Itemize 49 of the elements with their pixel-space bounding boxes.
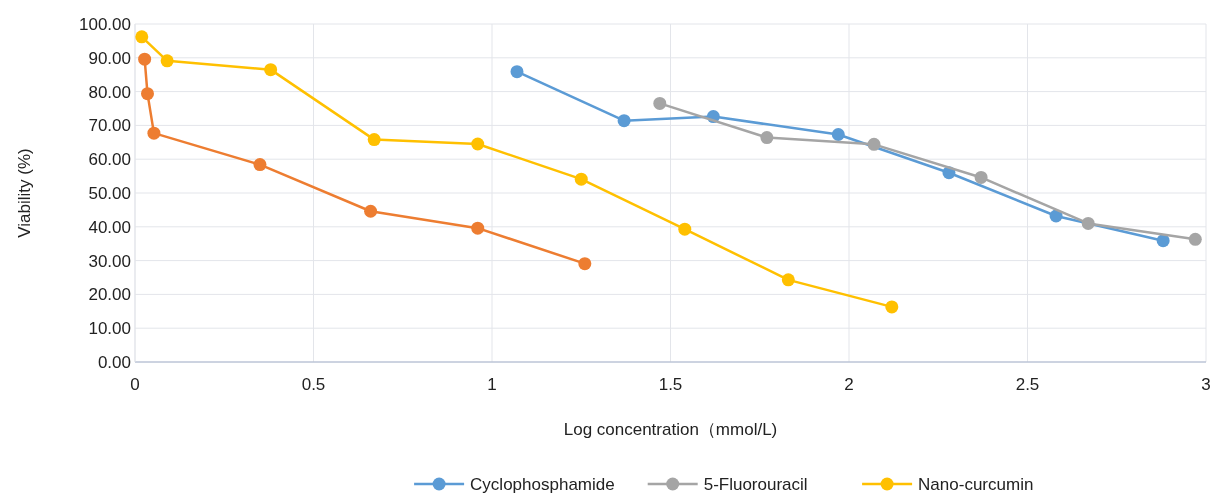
point: [160, 54, 174, 68]
point: [1081, 216, 1095, 230]
x-tick-label: 1.5: [658, 375, 683, 394]
point: [135, 30, 149, 44]
y-tick-label: 30.00: [88, 251, 131, 271]
point: [781, 273, 795, 287]
point: [831, 128, 845, 142]
point: [885, 300, 899, 314]
x-tick-label: 0.5: [301, 375, 326, 394]
x-tick-label: 2.5: [1015, 375, 1040, 394]
point: [471, 221, 485, 235]
x-axis-title: Log concentration（mmol/L): [563, 420, 778, 439]
point: [364, 204, 378, 218]
y-tick-label: 0.00: [97, 352, 131, 372]
x-tick-label: 2: [844, 375, 854, 394]
point: [510, 65, 524, 79]
point: [264, 63, 278, 77]
point: [138, 52, 152, 66]
y-tick-label: 10.00: [88, 319, 131, 339]
legend-label: Nano-curcumin: [918, 475, 1034, 494]
legend-label: Cyclophosphamide: [470, 475, 615, 494]
y-tick-label: 80.00: [88, 82, 131, 102]
y-tick-label: 90.00: [88, 48, 131, 68]
y-tick-label: 60.00: [88, 150, 131, 170]
y-tick-label: 50.00: [88, 183, 131, 203]
point: [867, 137, 881, 151]
legend-label: 5-Fluorouracil: [703, 475, 808, 494]
point: [1156, 234, 1170, 248]
y-tick-label: 100.00: [79, 14, 131, 34]
y-tick-label: 20.00: [88, 285, 131, 305]
point: [617, 114, 631, 128]
point: [471, 137, 485, 151]
point: [1188, 232, 1202, 246]
y-tick-label: 40.00: [88, 217, 131, 237]
y-axis-title: Viability (%): [15, 148, 34, 238]
point: [578, 257, 592, 271]
x-tick-label: 1: [487, 375, 497, 394]
point: [760, 131, 774, 145]
point: [367, 133, 381, 147]
point: [253, 158, 267, 172]
point: [678, 222, 692, 236]
x-tick-label: 3: [1201, 375, 1211, 394]
y-tick-label: 70.00: [88, 116, 131, 136]
point: [147, 126, 161, 140]
point: [974, 170, 988, 184]
x-tick-label: 0: [130, 375, 140, 394]
point: [141, 87, 154, 101]
point: [653, 96, 667, 110]
point: [574, 172, 588, 186]
